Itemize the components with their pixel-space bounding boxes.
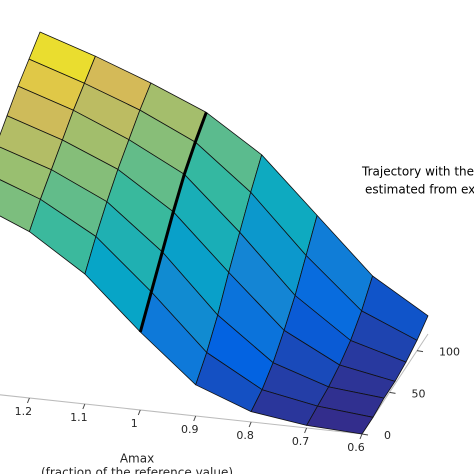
- x-tick: [359, 433, 363, 440]
- x-tick: [82, 403, 86, 410]
- y-tick: [361, 433, 369, 436]
- y-tick: [389, 391, 396, 394]
- surface-cell: [306, 405, 374, 435]
- y-tick-label: 50: [412, 387, 426, 400]
- y-tick: [416, 350, 424, 353]
- x-tick: [137, 409, 141, 416]
- y-tick-label: 0: [384, 429, 391, 442]
- annotation: Trajectory with the: [361, 165, 474, 179]
- y-tick-label: 100: [439, 346, 460, 359]
- x-tick: [26, 397, 30, 404]
- overlay: 1.2 1.1 1 0.9 0.8 0.7 0.6 0 50 100: [15, 111, 460, 454]
- surface: [0, 31, 429, 435]
- x-tick-label: 0.9: [181, 423, 199, 436]
- x-axis-label: (fraction of the reference value): [41, 466, 233, 474]
- x-tick: [193, 415, 197, 422]
- x-axis-label: Amax: [120, 452, 154, 466]
- annotation: estimated from ex: [365, 183, 474, 197]
- x-tick-label: 0.6: [347, 441, 365, 454]
- x-tick-label: 0.8: [236, 429, 254, 442]
- x-tick-label: 0.7: [292, 435, 310, 448]
- x-tick-label: 1: [131, 417, 138, 430]
- trajectory: [138, 111, 208, 333]
- x-tick-label: 1.1: [70, 411, 88, 424]
- x-tick: [248, 421, 252, 428]
- x-tick: [304, 427, 308, 434]
- x-tick-label: 1.2: [15, 405, 33, 418]
